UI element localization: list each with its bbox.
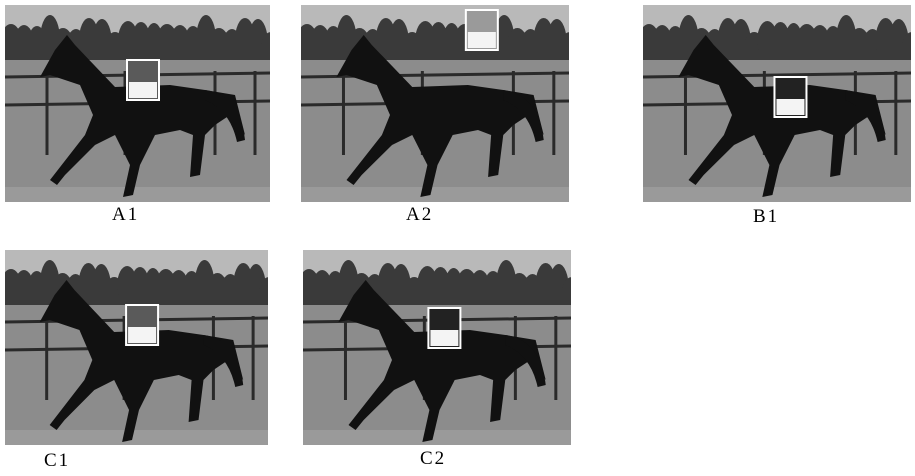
marked-patch bbox=[126, 59, 160, 101]
horse bbox=[336, 35, 544, 197]
caption-a2: A2 bbox=[406, 204, 434, 225]
marked-patch bbox=[125, 304, 160, 346]
panel-b1 bbox=[643, 5, 911, 202]
caption-c1: C1 bbox=[44, 450, 71, 471]
panel-c1 bbox=[5, 250, 268, 445]
horse-photo-b1 bbox=[643, 5, 911, 202]
horse-photo-a2 bbox=[301, 5, 569, 202]
marked-patch bbox=[427, 307, 462, 349]
caption-a1: A1 bbox=[112, 204, 140, 225]
horse-photo-c1 bbox=[5, 250, 268, 445]
horse bbox=[338, 280, 546, 442]
horse-photo-a1 bbox=[5, 5, 270, 202]
horse-photo-c2 bbox=[303, 250, 571, 445]
caption-b1: B1 bbox=[753, 206, 780, 227]
panel-a2 bbox=[301, 5, 569, 202]
marked-patch bbox=[464, 9, 499, 51]
panel-a1 bbox=[5, 5, 270, 202]
horse bbox=[39, 280, 244, 442]
panel-c2 bbox=[303, 250, 571, 445]
marked-patch bbox=[773, 76, 808, 118]
horse bbox=[40, 35, 245, 197]
caption-c2: C2 bbox=[420, 448, 447, 469]
